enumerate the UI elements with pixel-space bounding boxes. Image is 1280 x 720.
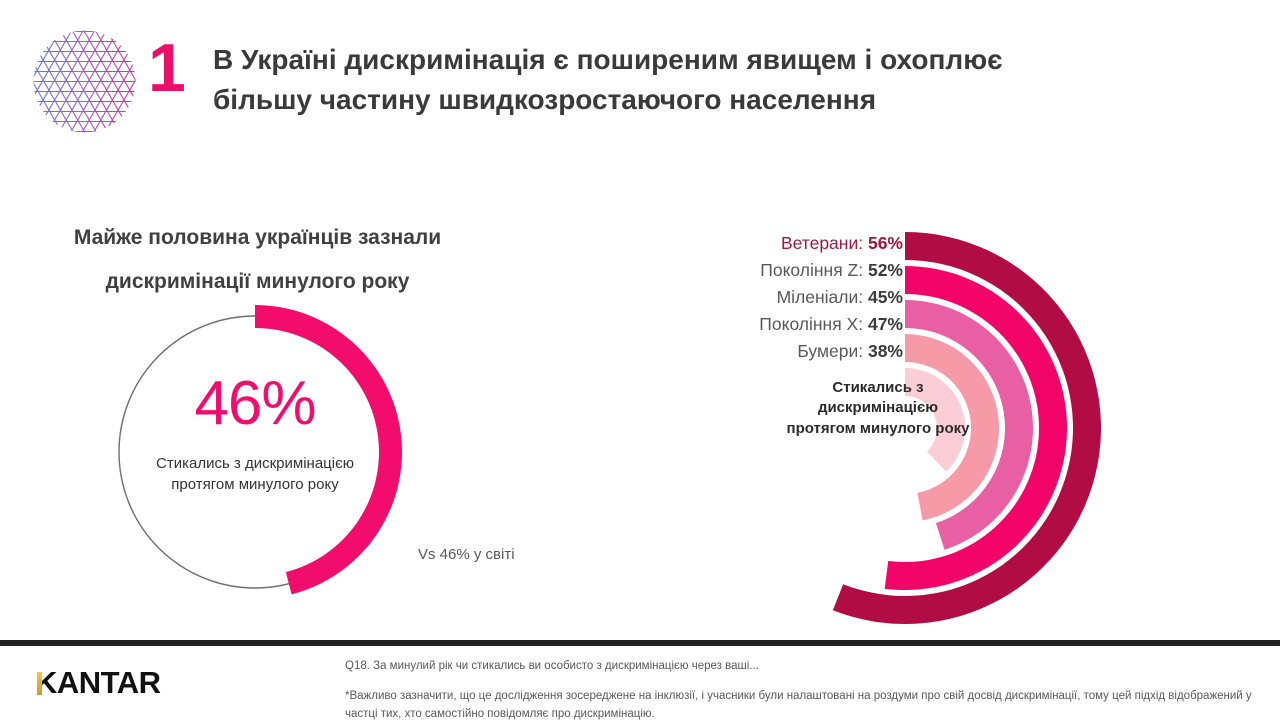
legend-value: 38%	[867, 341, 903, 361]
kantar-logo-text: KANTAR	[35, 665, 161, 700]
legend-value: 47%	[867, 314, 903, 334]
radial-arc-4	[905, 368, 965, 472]
footnotes: Q18. За минулий рік чи стикались ви особ…	[345, 658, 1260, 720]
radial-arc-1	[884, 266, 1068, 590]
legend-item: Бумери: 38%	[700, 338, 903, 365]
donut-value: 46%	[194, 369, 316, 438]
radial-chart	[832, 232, 1101, 624]
donut-comparison: Vs 46% у світі	[418, 546, 515, 563]
kantar-mesh-logo-icon	[33, 30, 136, 133]
legend-item: Міленіали: 45%	[700, 284, 903, 311]
slide-title-line2: більшу частину швидкозростаючого населен…	[213, 84, 877, 115]
legend-label: Бумери:	[797, 341, 868, 361]
legend-label: Міленіали:	[776, 287, 868, 307]
legend-value: 45%	[867, 287, 903, 307]
donut-chart-wrap: 46% Стикались з дискримінацією протягом …	[105, 303, 405, 603]
legend-item: Ветерани: 56%	[700, 230, 903, 257]
legend-item: Покоління Z: 52%	[700, 257, 903, 284]
radial-arc-3	[905, 334, 1000, 521]
donut-caption: Стикались з дискримінацією протягом мину…	[156, 455, 354, 493]
legend-label: Ветерани:	[780, 233, 868, 253]
legend-label: Покоління Z:	[760, 260, 868, 280]
footnote-note: *Важливо зазначити, що це дослідження зо…	[345, 690, 1252, 720]
radial-legend: Ветерани: 56% Покоління Z: 52% Міленіали: …	[700, 230, 903, 365]
slide-number: 1	[148, 30, 186, 106]
legend-value: 52%	[867, 260, 903, 280]
slide-title-line1: В Україні дискримінація є поширеним явищ…	[213, 44, 1003, 75]
footer-divider	[0, 640, 1280, 646]
radial-arc-2	[905, 300, 1034, 550]
left-chart-heading-line2: дискримінації минулого року	[105, 270, 410, 293]
kantar-logo: KANTAR	[35, 665, 161, 700]
legend-value: 56%	[867, 233, 903, 253]
donut-chart	[118, 305, 402, 595]
left-chart-heading-line1: Майже половина українців зазнали	[73, 226, 442, 249]
radial-center-caption: Стикались з дискримінацією протягом мину…	[786, 379, 970, 437]
donut-arc	[255, 305, 402, 595]
kantar-logo-gold-bar-icon	[37, 672, 42, 695]
mesh-lines	[33, 30, 136, 133]
footnote-source: Q18. За минулий рік чи стикались ви особ…	[345, 660, 759, 672]
legend-item: Покоління X: 47%	[700, 311, 903, 338]
slide-title: В Україні дискримінація є поширеним явищ…	[213, 40, 1173, 120]
radial-chart-arcs	[832, 232, 1101, 624]
legend-label: Покоління X:	[759, 314, 868, 334]
left-chart-heading: Майже половина українців зазнали дискрим…	[55, 216, 460, 304]
